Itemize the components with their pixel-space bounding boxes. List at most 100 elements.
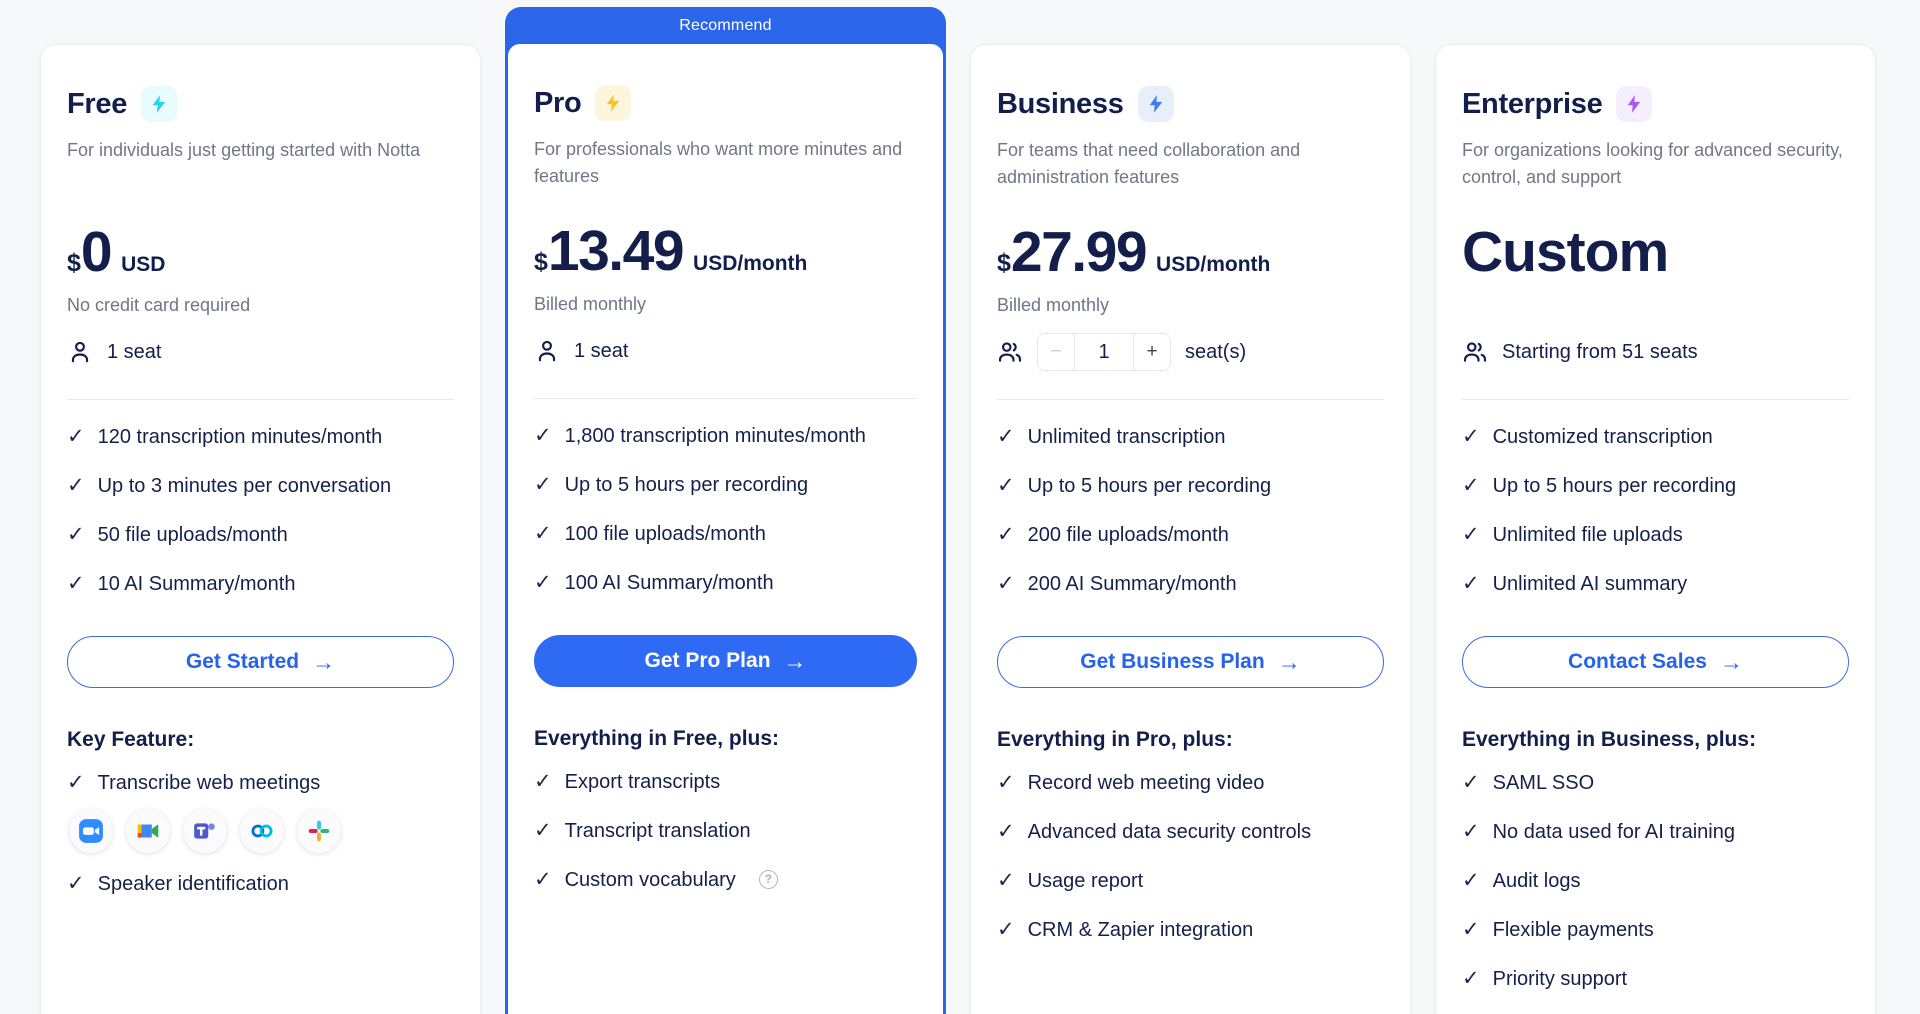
plan-title-row: Pro bbox=[534, 84, 917, 122]
seat-stepper: − 1 + bbox=[1037, 333, 1171, 371]
check-icon: ✓ bbox=[997, 819, 1015, 843]
feature-item: ✓ Advanced data security controls bbox=[997, 807, 1384, 856]
price-unit: USD bbox=[121, 253, 166, 276]
users-icon bbox=[998, 342, 1022, 362]
check-icon: ✓ bbox=[997, 571, 1015, 595]
feature-item: ✓ 10 AI Summary/month bbox=[67, 559, 454, 608]
webex-icon bbox=[240, 809, 284, 853]
feature-text: 10 AI Summary/month bbox=[97, 572, 296, 595]
feature-item: ✓ Custom vocabulary ? bbox=[534, 855, 917, 904]
feature-item: ✓ 200 file uploads/month bbox=[997, 510, 1384, 559]
check-icon: ✓ bbox=[534, 818, 552, 842]
seat-count-value[interactable]: 1 bbox=[1098, 340, 1110, 363]
seat-label: seat(s) bbox=[1185, 340, 1247, 363]
check-icon: ✓ bbox=[1462, 966, 1480, 990]
feature-item: ✓ Customized transcription bbox=[1462, 412, 1849, 461]
check-icon: ✓ bbox=[997, 770, 1015, 794]
feature-text: Speaker identification bbox=[97, 872, 289, 895]
plan-name: Pro bbox=[534, 86, 582, 119]
feature-text: Priority support bbox=[1492, 967, 1628, 990]
arrow-right-icon: → bbox=[312, 648, 336, 675]
slack-icon bbox=[297, 809, 341, 853]
price-note: Billed monthly bbox=[534, 294, 647, 314]
feature-item: ✓ Record web meeting video bbox=[997, 758, 1384, 807]
price-unit: USD/month bbox=[1156, 253, 1271, 276]
check-icon: ✓ bbox=[67, 871, 85, 895]
plan-card-business: Business For teams that need collaborati… bbox=[970, 44, 1411, 1014]
check-icon: ✓ bbox=[534, 521, 552, 545]
zoom-icon bbox=[69, 809, 113, 853]
increase-seats-button[interactable]: + bbox=[1133, 334, 1170, 370]
check-icon: ✓ bbox=[67, 424, 85, 448]
feature-text: Up to 5 hours per recording bbox=[564, 473, 809, 496]
price-note: Billed monthly bbox=[997, 295, 1110, 315]
check-icon: ✓ bbox=[534, 769, 552, 793]
get-started-button[interactable]: Get Started → bbox=[67, 636, 454, 688]
feature-text: 120 transcription minutes/month bbox=[97, 425, 383, 448]
google-meet-icon bbox=[126, 809, 170, 853]
feature-text: Transcribe web meetings bbox=[97, 771, 321, 794]
contact-sales-button[interactable]: Contact Sales → bbox=[1462, 636, 1849, 688]
feature-item: ✓ CRM & Zapier integration bbox=[997, 905, 1384, 954]
section-heading: Key Feature: bbox=[67, 728, 195, 751]
check-icon: ✓ bbox=[1462, 473, 1480, 497]
feature-item: ✓ 120 transcription minutes/month bbox=[67, 412, 454, 461]
seat-info: Starting from 51 seats bbox=[1462, 329, 1849, 375]
feature-list: ✓ 1,800 transcription minutes/month ✓ Up t… bbox=[534, 411, 917, 607]
feature-text: SAML SSO bbox=[1492, 771, 1595, 794]
check-icon: ✓ bbox=[997, 917, 1015, 941]
lightning-icon bbox=[141, 86, 178, 122]
price-amount: Custom bbox=[1462, 220, 1669, 284]
price-amount: 0 bbox=[80, 220, 113, 284]
feature-item: ✓ Up to 5 hours per recording bbox=[534, 460, 917, 509]
get-business-plan-button[interactable]: Get Business Plan → bbox=[997, 636, 1384, 688]
get-pro-plan-button[interactable]: Get Pro Plan → bbox=[534, 635, 917, 687]
seat-info: − 1 + seat(s) bbox=[997, 329, 1384, 375]
feature-text: Flexible payments bbox=[1492, 918, 1654, 941]
cta-label: Get Started bbox=[185, 650, 300, 673]
check-icon: ✓ bbox=[67, 473, 85, 497]
extra-feature-list: ✓ SAML SSO ✓ No data used for AI training … bbox=[1462, 758, 1849, 1003]
price-amount: 13.49 bbox=[547, 219, 685, 283]
feature-text: 100 file uploads/month bbox=[564, 522, 766, 545]
check-icon: ✓ bbox=[534, 867, 552, 891]
seat-info: 1 seat bbox=[67, 329, 454, 375]
feature-item: ✓ 50 file uploads/month bbox=[67, 510, 454, 559]
feature-item: ✓ 100 AI Summary/month bbox=[534, 558, 917, 607]
currency-symbol: $ bbox=[534, 248, 548, 276]
plan-description: For individuals just getting started wit… bbox=[67, 140, 421, 160]
feature-item: ✓ Speaker identification bbox=[67, 859, 454, 908]
seat-label: 1 seat bbox=[574, 339, 629, 362]
feature-text: 1,800 transcription minutes/month bbox=[564, 424, 866, 447]
help-icon[interactable]: ? bbox=[758, 869, 778, 889]
check-icon: ✓ bbox=[67, 770, 85, 794]
price-note: No credit card required bbox=[67, 295, 251, 315]
feature-text: No data used for AI training bbox=[1492, 820, 1735, 843]
user-icon bbox=[71, 341, 89, 363]
check-icon: ✓ bbox=[1462, 819, 1480, 843]
plan-description: For teams that need collaboration and ad… bbox=[997, 140, 1301, 187]
feature-item: ✓ Up to 3 minutes per conversation bbox=[67, 461, 454, 510]
lightning-icon bbox=[595, 85, 632, 121]
plan-card-pro: Recommend Pro For professionals who want… bbox=[505, 7, 946, 1014]
feature-text: 200 file uploads/month bbox=[1027, 523, 1229, 546]
feature-text: Usage report bbox=[1027, 869, 1144, 892]
check-icon: ✓ bbox=[997, 868, 1015, 892]
price-note bbox=[1462, 295, 1849, 325]
check-icon: ✓ bbox=[997, 473, 1015, 497]
feature-item: ✓ Audit logs bbox=[1462, 856, 1849, 905]
feature-item: ✓ Export transcripts bbox=[534, 757, 917, 806]
feature-text: 200 AI Summary/month bbox=[1027, 572, 1237, 595]
plan-card-enterprise: Enterprise For organizations looking for… bbox=[1435, 44, 1876, 1014]
lightning-icon bbox=[1137, 86, 1174, 122]
plan-name: Enterprise bbox=[1462, 87, 1603, 120]
divider bbox=[67, 399, 454, 400]
recommend-badge: Recommend bbox=[679, 16, 772, 34]
check-icon: ✓ bbox=[67, 522, 85, 546]
feature-item: ✓ Transcribe web meetings bbox=[67, 758, 454, 807]
decrease-seats-button[interactable]: − bbox=[1038, 334, 1075, 370]
plan-card-free: Free For individuals just getting starte… bbox=[40, 44, 481, 1014]
feature-text: 50 file uploads/month bbox=[97, 523, 288, 546]
check-icon: ✓ bbox=[1462, 917, 1480, 941]
